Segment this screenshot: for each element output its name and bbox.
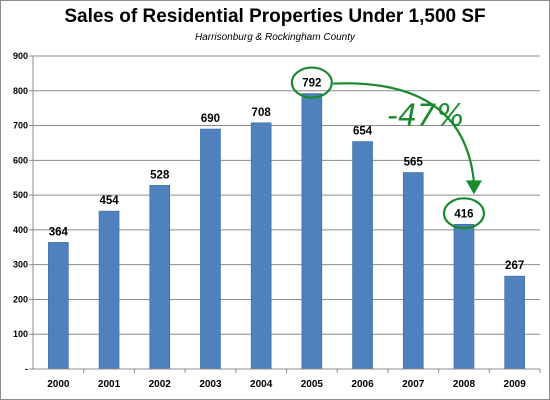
- y-tick-label: 400: [13, 225, 28, 235]
- x-tick-label: 2007: [402, 379, 425, 390]
- x-tick-label: 2009: [504, 379, 527, 390]
- x-tick-label: 2004: [250, 379, 273, 390]
- x-tick-label: 2006: [351, 379, 374, 390]
- data-label: 416: [454, 208, 473, 220]
- trend-arrow: [332, 82, 476, 184]
- data-label: 528: [150, 169, 170, 181]
- data-label: 690: [201, 113, 220, 125]
- bar-2005: [301, 93, 323, 370]
- bar-2002: [149, 185, 171, 370]
- data-label: 792: [302, 78, 321, 90]
- y-axis-ticks: - 100 200 300 400 500 600 700 800 900: [13, 51, 28, 374]
- bar-2003: [200, 128, 221, 370]
- bar-2006: [352, 141, 373, 370]
- bars: [48, 93, 525, 370]
- data-label: 267: [505, 260, 524, 272]
- bar-2001: [98, 210, 120, 370]
- bar-2000: [48, 242, 69, 370]
- data-label: 708: [252, 107, 272, 119]
- annotation: -47%: [290, 66, 486, 230]
- y-tick-label: -: [25, 364, 28, 374]
- y-tick-label: 900: [13, 51, 28, 61]
- arrowhead-icon: [465, 180, 482, 195]
- bar-2004: [250, 122, 272, 370]
- x-tick-label: 2003: [199, 379, 222, 390]
- chart-subtitle: Harrisonburg & Rockingham County: [194, 32, 356, 43]
- data-labels: 364 454 528 690 708 792 654 565 416 267: [49, 78, 524, 273]
- data-label: 565: [404, 157, 424, 169]
- y-tick-label: 200: [13, 294, 28, 304]
- bar-2008: [453, 224, 475, 370]
- y-tick-label: 300: [13, 260, 28, 270]
- axes: [29, 55, 541, 373]
- x-axis-ticks: 2000 2001 2002 2003 2004 2005 2006 2007 2008 2009: [47, 379, 526, 390]
- bar-2009: [504, 275, 525, 370]
- bar-2007: [402, 172, 424, 370]
- annotation-text: -47%: [387, 99, 465, 134]
- x-tick-label: 2008: [453, 379, 476, 390]
- highlight-circle: [442, 197, 486, 230]
- data-label: 654: [353, 126, 373, 138]
- y-tick-label: 800: [13, 86, 28, 96]
- y-tick-label: 500: [13, 190, 28, 200]
- x-tick-label: 2001: [98, 379, 121, 390]
- x-tick-label: 2002: [149, 379, 172, 390]
- y-tick-label: 600: [13, 155, 28, 165]
- data-label: 454: [99, 195, 119, 207]
- y-tick-label: 700: [13, 121, 28, 131]
- x-tick-label: 2005: [301, 379, 324, 390]
- x-tick-label: 2000: [47, 379, 70, 390]
- data-label: 364: [49, 226, 69, 238]
- y-tick-label: 100: [13, 329, 28, 339]
- chart-title: Sales of Residential Properties Under 1,…: [64, 6, 486, 27]
- highlight-circle: [290, 66, 333, 99]
